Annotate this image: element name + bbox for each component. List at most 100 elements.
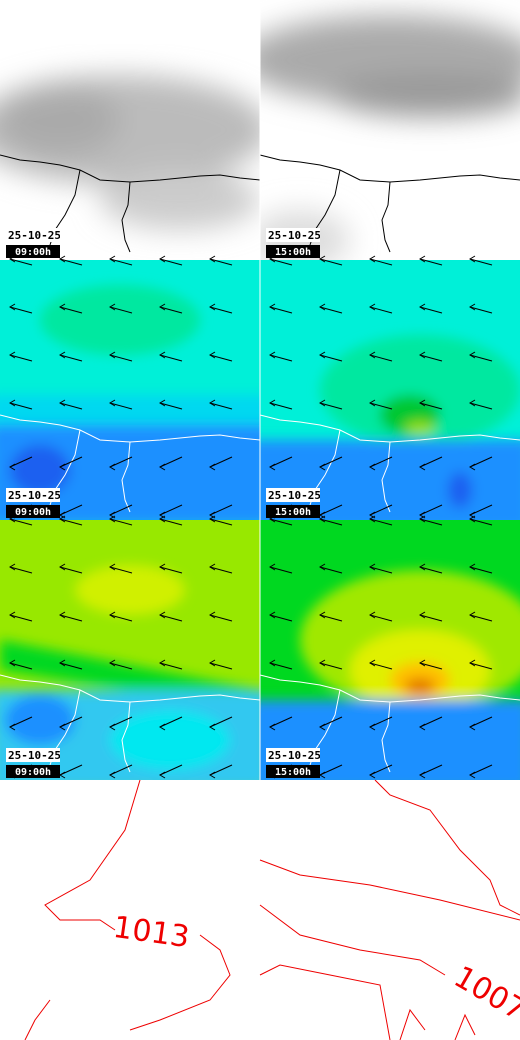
wind-arrow [109,258,133,266]
coastline [381,701,391,773]
wind-arrow-head [159,463,166,471]
wind-arrow [109,662,133,670]
date-clip: 25-10-25 [8,229,60,242]
coastline [121,181,131,253]
panel-date: 25-10-25 [8,749,61,762]
wind-arrow [209,518,233,526]
wind-arrow [59,306,83,314]
wind-arrow-head [9,399,16,407]
panel-time: 15:00h [275,247,311,258]
wind-arrow [419,566,443,574]
wind-arrow [159,258,183,266]
wind-arrow [9,258,33,266]
wind-arrow-head [209,255,216,263]
wind-arrow-head [369,303,376,311]
wind-arrow-head [369,771,376,779]
coastline [121,441,131,513]
wind-arrow-head [469,611,476,619]
wind-arrow [159,614,183,622]
wind-arrow-head [269,659,276,667]
wind-arrow-head [109,563,116,571]
wind-arrow-head [469,515,476,523]
wind-arrow-head [319,255,326,263]
wind-arrow [159,518,183,526]
wind-arrow [209,306,233,314]
wind-arrow-head [59,303,66,311]
wind-arrow [419,518,443,526]
wind-arrow [209,354,233,362]
panel-time: 09:00h [15,247,51,258]
panel-label: 25-10-25 15:00h [266,228,320,258]
wind-arrow-head [319,303,326,311]
wind-arrow [209,662,233,670]
wind-arrow [269,566,293,574]
wind-arrow [419,258,443,266]
wind-arrow [469,402,493,410]
time-bg [6,505,60,518]
wind-arrow-head [209,303,216,311]
wind-arrow-head [469,659,476,667]
wind-arrow-head [59,563,66,571]
date-clip: 25-10-25 [8,489,60,502]
date-bg [6,228,60,242]
panel-time: 09:00h [15,767,51,778]
wind-arrow [9,354,33,362]
wind-panel [0,260,260,520]
time-bg [266,245,320,258]
wind-arrow [159,402,183,410]
wind-arrow-head [209,723,216,731]
coastlines [0,154,520,773]
wind-arrow [469,306,493,314]
wind-arrow [59,566,83,574]
wind-arrow-head [419,659,426,667]
wind-arrow [9,402,33,410]
wind-arrow [9,566,33,574]
wind-arrow-head [59,399,66,407]
wind-arrow [469,518,493,526]
wind-arrow-head [209,563,216,571]
wind-arrow [9,518,33,526]
wind-arrow [59,402,83,410]
time-bg [6,245,60,258]
wind-arrow-head [369,515,376,523]
wind-arrow [369,354,393,362]
wind-arrow [109,354,133,362]
wind-arrow-head [269,611,276,619]
wind-arrow-head [159,659,166,667]
wind-arrow-head [319,399,326,407]
wind-arrow [209,566,233,574]
wind-arrow-head [369,611,376,619]
wind-arrow-head [419,399,426,407]
wind-arrow-head [109,611,116,619]
wind-arrow [469,662,493,670]
wind-arrow [59,662,83,670]
panel-label: 25-10-25 09:00h [6,228,60,258]
wind-arrow [159,306,183,314]
wind-arrow [9,614,33,622]
wind-arrow-head [419,563,426,571]
wind-arrow [369,402,393,410]
wind-arrow [369,306,393,314]
date-bg [6,488,60,502]
date-clip: 25-10-25 [8,749,61,762]
coastline [381,441,391,513]
wind-arrow [469,354,493,362]
wind-arrow [319,354,343,362]
coastline [381,181,391,253]
panel-label: 25-10-25 15:00h [266,748,321,778]
wind-arrow-head [469,771,476,779]
wind-arrow-head [159,611,166,619]
panel-date: 25-10-25 [268,749,321,762]
wind-arrow-head [159,515,166,523]
wind-arrow-head [269,563,276,571]
wind-arrow-head [319,463,326,471]
date-clip: 25-10-25 [268,229,320,242]
wind-arrow-head [209,515,216,523]
wind-arrow [369,566,393,574]
wind-arrow-head [109,351,116,359]
wind-arrow-head [469,255,476,263]
date-bg [266,488,320,502]
wind-arrow-head [109,515,116,523]
wind-arrow-head [159,255,166,263]
wind-arrow-head [59,723,66,731]
